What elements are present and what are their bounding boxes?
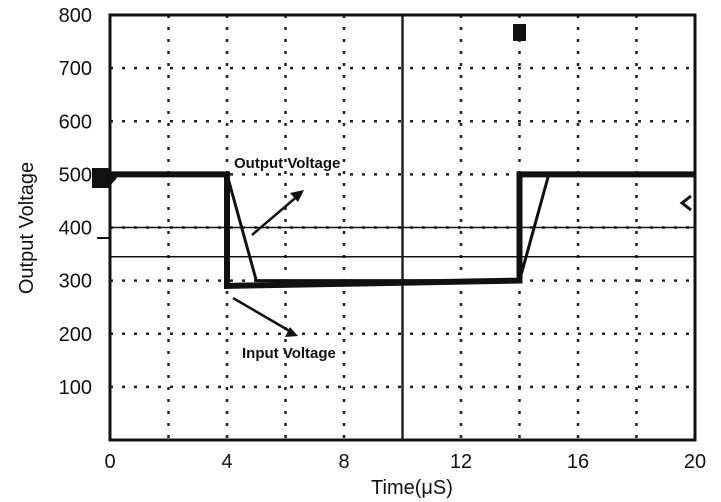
x-tick-label: 16 <box>567 451 589 473</box>
y-tick-label: 500 <box>59 164 92 186</box>
x-tick-label: 0 <box>104 451 115 473</box>
y-tick-label: 800 <box>59 5 92 27</box>
x-tick-label: 20 <box>684 451 706 473</box>
right-edge-marker-icon <box>679 194 692 212</box>
output-arrow-line <box>251 193 301 236</box>
series-layer <box>110 171 695 289</box>
input-arrowhead <box>285 327 298 337</box>
y-tick-label: 600 <box>59 111 92 133</box>
trigger-marker-icon <box>513 24 526 41</box>
y-tick-label: 300 <box>59 271 92 293</box>
y-tick-label: 100 <box>59 377 92 399</box>
x-axis-title: Time(μS) <box>371 477 453 499</box>
reference-lines <box>110 226 695 258</box>
y-axis-title: Output Voltage <box>16 162 38 294</box>
output-arrowhead <box>290 190 304 202</box>
x-tick-labels: 0 4 8 12 16 20 <box>104 451 706 473</box>
y-tick-labels: 100 200 300 400 500 600 700 800 <box>59 5 92 399</box>
input-arrow-line <box>232 296 294 335</box>
y-tick-label: 700 <box>59 58 92 80</box>
channel-marker-icon <box>92 168 117 188</box>
x-tick-label: 8 <box>338 451 349 473</box>
output-voltage-annotation: Output Voltage <box>234 155 340 172</box>
x-tick-label: 12 <box>450 451 472 473</box>
y-tick-label: 200 <box>59 324 92 346</box>
input-voltage-annotation: Input Voltage <box>242 345 336 362</box>
x-tick-label: 4 <box>221 451 232 473</box>
series-line-2 <box>110 172 695 283</box>
plot-frame <box>108 13 697 442</box>
y-tick-label: 400 <box>59 218 92 240</box>
